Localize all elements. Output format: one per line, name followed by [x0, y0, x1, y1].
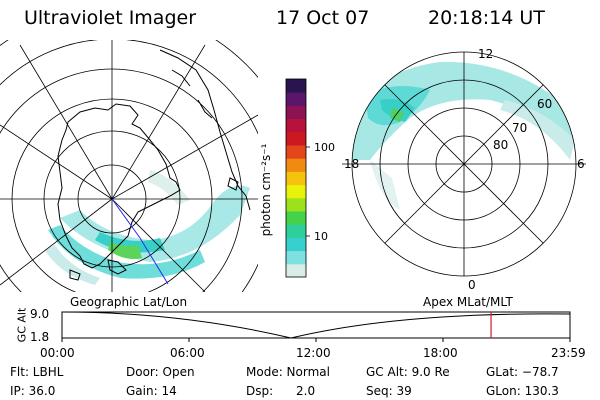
- mlat-label-80: 80: [493, 138, 509, 152]
- status-seq: Seq: 39: [366, 384, 412, 398]
- status-gc-alt: GC Alt: 9.0 Re: [366, 365, 450, 379]
- color-bar-segment: [286, 171, 306, 186]
- status-dsp: Dsp: 2.0: [246, 384, 316, 398]
- status-door: Door: Open: [126, 365, 195, 379]
- color-bar-segment: [286, 158, 306, 172]
- status-filter: Flt: LBHL: [10, 365, 64, 379]
- colorbar-tick-100: 100: [314, 141, 335, 154]
- color-bar: [286, 79, 306, 278]
- color-bar-segment: [286, 118, 306, 133]
- time-tick-1200: 12:00: [296, 346, 331, 360]
- status-glon: GLon: 130.3: [486, 384, 559, 398]
- colorbar-tick-10: 10: [314, 230, 328, 243]
- color-bar-segment: [286, 79, 306, 93]
- altitude-tick-low: 1.8: [30, 330, 50, 344]
- time-label: 20:18:14 UT: [428, 7, 545, 29]
- altitude-tick-high: 9.0: [30, 307, 50, 321]
- mlat-label-70: 70: [512, 121, 528, 135]
- time-tick-0600: 06:00: [170, 346, 205, 360]
- status-mode: Mode: Normal: [246, 365, 330, 379]
- mlt-label-12: 12: [478, 47, 494, 61]
- mlat-label-60: 60: [537, 97, 553, 111]
- color-bar-segment: [286, 211, 306, 225]
- color-bar-segment: [286, 250, 306, 265]
- geographic-caption: Geographic Lat/Lon: [70, 295, 188, 309]
- color-bar-segment: [286, 105, 306, 120]
- mlt-label-0: 0: [468, 278, 476, 292]
- time-tick-2359: 23:59: [551, 346, 586, 360]
- geographic-emission: [45, 170, 250, 285]
- satellite-track: [111, 198, 169, 285]
- status-ip: IP: 36.0: [10, 384, 56, 398]
- color-bar-segment: [286, 145, 306, 159]
- altitude-axis-label: GC Alt: [15, 307, 29, 343]
- apex-emission: [352, 61, 576, 210]
- geographic-graticule: [0, 40, 258, 292]
- color-bar-segment: [286, 184, 306, 199]
- geographic-map: [0, 40, 258, 292]
- instrument-title: Ultraviolet Imager: [24, 7, 197, 29]
- color-bar-segment: [286, 92, 306, 106]
- color-bar-segment: [286, 197, 306, 212]
- time-tick-0000: 00:00: [40, 346, 75, 360]
- apex-caption: Apex MLat/MLT: [423, 295, 513, 309]
- color-bar-segment: [286, 131, 306, 146]
- apex-grid: [342, 51, 586, 277]
- status-glat: GLat: −78.7: [486, 365, 559, 379]
- coastlines: [57, 49, 251, 281]
- status-gain: Gain: 14: [126, 384, 177, 398]
- mlt-label-18: 18: [344, 157, 360, 171]
- altitude-plot: [61, 311, 571, 342]
- date-label: 17 Oct 07: [276, 7, 370, 29]
- mlt-label-6: 6: [577, 157, 585, 171]
- color-bar-segment: [286, 224, 306, 238]
- time-tick-1800: 18:00: [423, 346, 458, 360]
- colorbar-unit-label: photon cm⁻²s⁻¹: [259, 143, 273, 237]
- color-bar-segment: [286, 263, 306, 278]
- color-bar-segment: [286, 237, 306, 252]
